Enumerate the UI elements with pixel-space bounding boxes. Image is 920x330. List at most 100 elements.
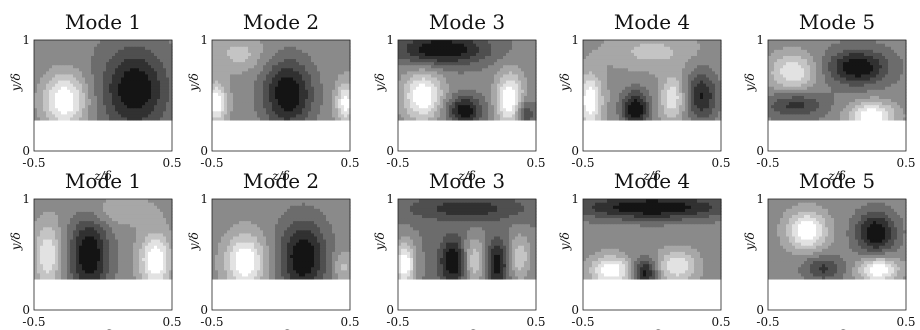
contour-cell	[94, 43, 98, 47]
contour-cell	[688, 104, 692, 109]
contour-cell	[169, 70, 173, 75]
contour-cell	[290, 113, 294, 118]
contour-cell	[37, 43, 41, 47]
contour-cell	[215, 107, 219, 112]
contour-cell	[224, 95, 228, 99]
contour-cell	[425, 110, 429, 115]
contour-cell	[290, 107, 294, 112]
contour-cell	[278, 73, 282, 78]
contour-cell	[160, 104, 164, 109]
contour-cell	[124, 86, 128, 90]
contour-cell	[251, 40, 255, 44]
contour-cell	[130, 101, 134, 106]
contour-cell	[212, 64, 216, 69]
contour-cell	[302, 46, 306, 50]
contour-cell	[467, 104, 471, 109]
contour-cell	[446, 95, 450, 99]
contour-cell	[151, 107, 155, 112]
contour-cell	[266, 64, 270, 69]
contour-cell	[413, 89, 417, 93]
y-axis-label: y/δ	[373, 73, 387, 92]
contour-cell	[449, 40, 453, 44]
contour-cell	[103, 79, 107, 84]
contour-cell	[284, 89, 288, 93]
contour-cell	[215, 70, 219, 75]
contour-cell	[601, 110, 605, 115]
contour-cell	[338, 83, 342, 87]
contour-cell	[700, 83, 704, 87]
contour-cell	[506, 79, 510, 84]
contour-cell	[88, 55, 92, 60]
contour-cell	[652, 89, 656, 93]
contour-cell	[215, 55, 219, 60]
contour-cell	[64, 40, 68, 44]
contour-cell	[649, 83, 653, 87]
contour-cell	[518, 116, 522, 121]
contour-cell	[416, 55, 420, 60]
contour-cell	[410, 110, 414, 115]
contour-cell	[419, 95, 423, 99]
contour-cell	[314, 52, 318, 56]
contour-cell	[452, 76, 456, 81]
y-tick-label: 1	[386, 33, 394, 47]
contour-cell	[425, 70, 429, 75]
contour-cell	[500, 43, 504, 47]
contour-cell	[40, 49, 44, 53]
contour-cell	[233, 58, 237, 63]
contour-cell	[332, 55, 336, 60]
contour-cell	[452, 64, 456, 69]
contour-cell	[311, 107, 315, 112]
contour-cell	[224, 46, 228, 50]
contour-cell	[676, 107, 680, 112]
contour-cell	[272, 40, 276, 44]
contour-cell	[410, 113, 414, 118]
contour-cell	[682, 113, 686, 118]
contour-cell	[482, 73, 486, 78]
contour-cell	[55, 76, 59, 81]
contour-cell	[622, 110, 626, 115]
contour-cell	[533, 86, 537, 90]
contour-cell	[509, 95, 513, 99]
contour-cell	[613, 73, 617, 78]
contour-cell	[91, 98, 95, 103]
contour-cell	[482, 101, 486, 106]
contour-cell	[595, 92, 599, 96]
contour-cell	[85, 76, 89, 81]
contour-cell	[712, 79, 716, 84]
contour-cell	[251, 83, 255, 87]
contour-cell	[425, 107, 429, 112]
contour-cell	[163, 55, 167, 60]
contour-cell	[67, 110, 71, 115]
contour-cell	[512, 61, 516, 66]
contour-cell	[664, 92, 668, 96]
contour-cell	[97, 43, 101, 47]
contour-cell	[667, 104, 671, 109]
contour-cell	[515, 58, 519, 63]
contour-cell	[163, 73, 167, 78]
contour-cell	[527, 58, 531, 63]
contour-cell	[248, 64, 252, 69]
contour-cell	[640, 83, 644, 87]
contour-cell	[497, 107, 501, 112]
contour-cell	[431, 67, 435, 72]
contour-cell	[398, 70, 402, 75]
contour-cell	[521, 55, 525, 60]
contour-cell	[46, 64, 50, 69]
contour-cell	[305, 104, 309, 109]
contour-cell	[464, 92, 468, 96]
contour-cell	[157, 110, 161, 115]
contour-cell	[497, 40, 501, 44]
contour-cell	[151, 110, 155, 115]
contour-cell	[281, 101, 285, 106]
contour-cell	[293, 64, 297, 69]
contour-cell	[52, 89, 56, 93]
contour-cell	[518, 61, 522, 66]
contour-cell	[94, 52, 98, 56]
contour-cell	[52, 83, 56, 87]
contour-cell	[476, 52, 480, 56]
contour-cell	[434, 43, 438, 47]
contour-cell	[163, 61, 167, 66]
contour-cell	[142, 64, 146, 69]
contour-cell	[79, 79, 83, 84]
contour-cell	[455, 64, 459, 69]
